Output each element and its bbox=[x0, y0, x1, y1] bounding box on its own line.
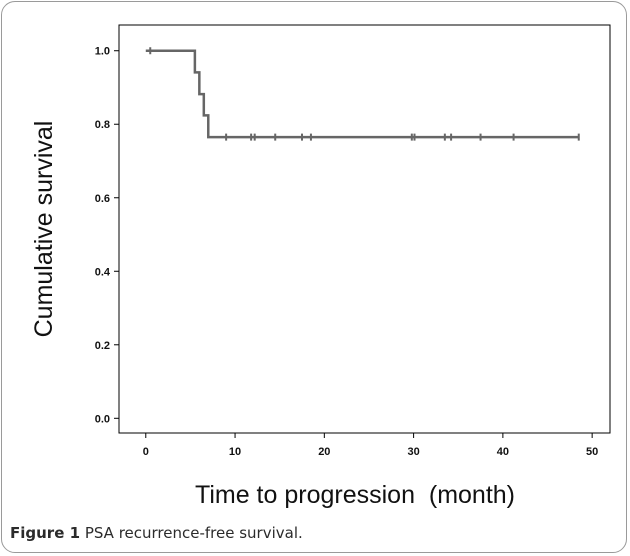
y-axis: 0.0 0.2 0.4 0.6 0.8 1.0 bbox=[95, 46, 119, 425]
survival-chart: 0.0 0.2 0.4 0.6 0.8 1.0 0 10 20 30 40 50 Cumulativ… bbox=[30, 24, 611, 509]
caption-text: PSA recurrence-free survival. bbox=[84, 524, 303, 542]
figure-caption: Figure 1 PSA recurrence-free survival. bbox=[10, 524, 303, 542]
x-tick-label: 20 bbox=[318, 446, 330, 458]
x-tick-label: 10 bbox=[229, 446, 241, 458]
x-tick-label: 30 bbox=[407, 446, 419, 458]
plot-area bbox=[118, 24, 611, 434]
y-tick-label: 0.0 bbox=[95, 413, 110, 425]
x-tick-label: 0 bbox=[143, 446, 149, 458]
series-layer bbox=[145, 47, 580, 141]
y-tick-label: 0.6 bbox=[95, 193, 110, 205]
y-axis-label: Cumulative survival bbox=[30, 121, 58, 338]
x-axis: 0 10 20 30 40 50 bbox=[143, 433, 598, 458]
x-tick-label: 50 bbox=[586, 446, 598, 458]
y-tick-label: 0.8 bbox=[95, 119, 110, 131]
x-tick-label: 40 bbox=[497, 446, 509, 458]
y-tick-label: 0.4 bbox=[95, 266, 111, 278]
caption-label: Figure 1 bbox=[10, 524, 81, 542]
survival-step-line bbox=[145, 49, 579, 139]
y-tick-label: 1.0 bbox=[95, 46, 110, 58]
y-tick-label: 0.2 bbox=[95, 340, 110, 352]
x-axis-label: Time to progression (month) bbox=[195, 481, 515, 509]
